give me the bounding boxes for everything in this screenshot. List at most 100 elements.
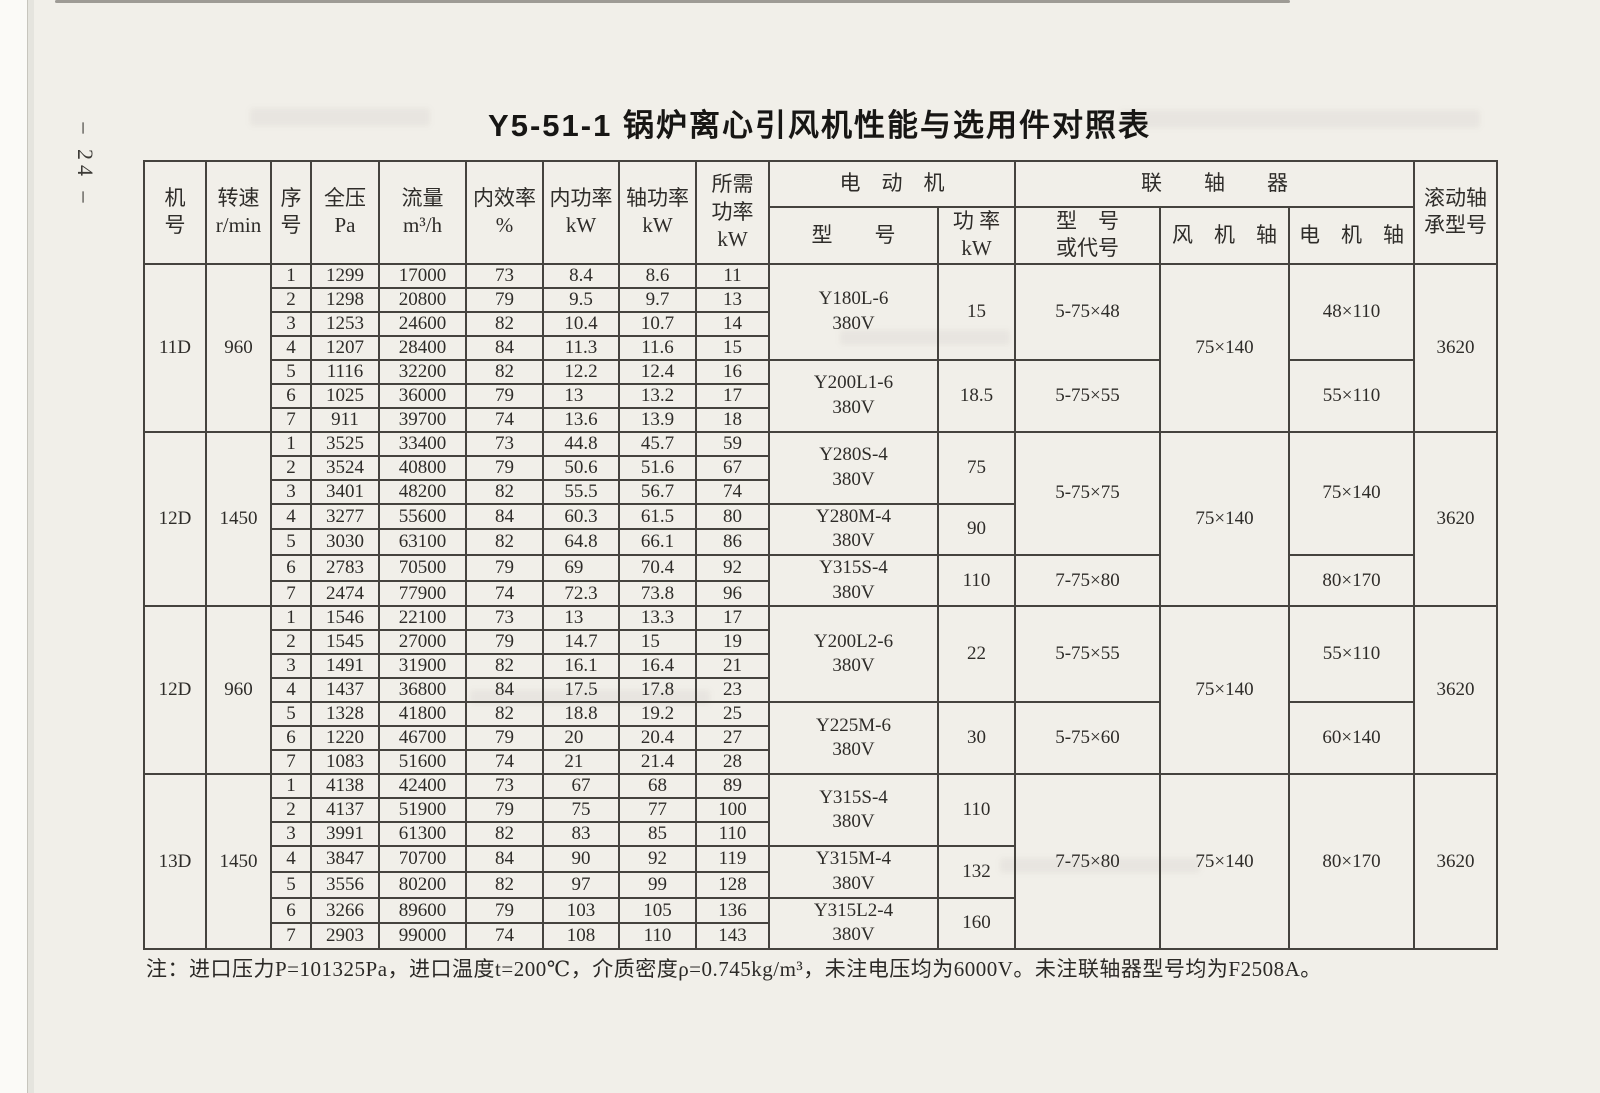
fan-shaft-cell: 75×140 (1159, 262, 1290, 433)
efficiency-cell: 73 (465, 262, 544, 289)
table-row: 6 3266 89600 79 103 105 136 Y315L2-4 380V 160 (144, 896, 1497, 951)
internal-power-cell: 108 (542, 922, 620, 951)
required-power-cell: 23 (695, 677, 770, 704)
required-power-cell: 80 (695, 502, 770, 531)
seq-cell: 2 (270, 286, 312, 313)
pressure-cell: 1207 (310, 334, 380, 361)
header-required-power: 所需 功率 kW (695, 160, 770, 265)
table-row: 7 911 39700 74 13.6 13.9 18 (144, 406, 1497, 433)
motor-power-cell: 90 (937, 502, 1016, 556)
scan-left-margin (0, 0, 28, 1093)
motor-model-cell: Y200L1-6 380V (768, 358, 939, 433)
shaft-power-cell: 13.2 (618, 382, 697, 409)
seq-cell: 5 (270, 701, 312, 728)
header-seq: 序 号 (270, 160, 312, 265)
required-power-cell: 143 (695, 922, 770, 951)
pressure-cell: 1025 (310, 382, 380, 409)
required-power-cell: 59 (695, 430, 770, 457)
seq-cell: 5 (270, 358, 312, 385)
speed-cell: 1450 (205, 430, 272, 608)
fan-shaft-cell: 75×140 (1159, 605, 1290, 776)
pressure-cell: 1328 (310, 701, 380, 728)
pressure-cell: 3524 (310, 454, 380, 481)
motor-power-cell: 160 (937, 896, 1016, 951)
required-power-cell: 128 (695, 871, 770, 899)
required-power-cell: 110 (695, 821, 770, 848)
seq-cell: 7 (270, 922, 312, 951)
table-row: 3 3401 48200 82 55.5 56.7 74 (144, 478, 1497, 505)
seq-cell: 3 (270, 478, 312, 505)
efficiency-cell: 82 (465, 653, 544, 680)
seq-cell: 7 (270, 579, 312, 608)
flow-cell: 99000 (378, 922, 467, 951)
required-power-cell: 67 (695, 454, 770, 481)
internal-power-cell: 10.4 (542, 310, 620, 337)
shaft-power-cell: 9.7 (618, 286, 697, 313)
bearing-cell: 3620 (1413, 262, 1498, 433)
internal-power-cell: 44.8 (542, 430, 620, 457)
internal-power-cell: 72.3 (542, 579, 620, 608)
required-power-cell: 119 (695, 845, 770, 874)
seq-cell: 4 (270, 502, 312, 531)
shaft-power-cell: 12.4 (618, 358, 697, 385)
pressure-cell: 3401 (310, 478, 380, 505)
motor-shaft-cell: 55×110 (1288, 605, 1415, 704)
efficiency-cell: 82 (465, 821, 544, 848)
flow-cell: 36800 (378, 677, 467, 704)
page-title: Y5-51-1 锅炉离心引风机性能与选用件对照表 (488, 108, 1151, 143)
header-internal-power: 内功率 kW (542, 160, 620, 265)
internal-power-cell: 97 (542, 871, 620, 899)
efficiency-cell: 84 (465, 502, 544, 531)
shaft-power-cell: 61.5 (618, 502, 697, 531)
internal-power-cell: 13.0 (542, 382, 620, 409)
required-power-cell: 17 (695, 605, 770, 632)
shaft-power-cell: 8.6 (618, 262, 697, 289)
seq-cell: 3 (270, 310, 312, 337)
pressure-cell: 3847 (310, 845, 380, 874)
required-power-cell: 18 (695, 406, 770, 433)
table-row: 7 2903 99000 74 108 110 143 (144, 922, 1497, 951)
motor-power-cell: 110 (937, 773, 1016, 848)
efficiency-cell: 79 (465, 286, 544, 313)
shaft-power-cell: 13.3 (618, 605, 697, 632)
shaft-power-cell: 15.0 (618, 629, 697, 656)
shaft-power-cell: 11.6 (618, 334, 697, 361)
seq-cell: 1 (270, 262, 312, 289)
pressure-cell: 1298 (310, 286, 380, 313)
shaft-power-cell: 10.7 (618, 310, 697, 337)
table-row: 13D 1450 1 4138 42400 73 67 68 89 Y315S-4 380V 110… (143, 773, 1498, 951)
seq-cell: 3 (270, 821, 312, 848)
motor-model-cell: Y280S-4 380V (768, 430, 939, 505)
seq-cell: 3 (270, 653, 312, 680)
bearing-cell: 3620 (1413, 605, 1498, 776)
pressure-cell: 1220 (310, 725, 380, 752)
table-body: 11D 960 1 1299 17000 73 8.4 8.6 11 Y180L-6 380V 15… (143, 262, 1498, 951)
pressure-cell: 3266 (310, 896, 380, 925)
motor-model-cell: Y315S-4 380V (768, 553, 939, 608)
pressure-cell: 1437 (310, 677, 380, 704)
internal-power-cell: 8.4 (542, 262, 620, 289)
speed-cell: 1450 (205, 773, 272, 951)
shaft-power-cell: 19.2 (618, 701, 697, 728)
efficiency-cell: 82 (465, 871, 544, 899)
internal-power-cell: 55.5 (542, 478, 620, 505)
pressure-cell: 1491 (310, 653, 380, 680)
motor-shaft-cell: 75×140 (1288, 430, 1415, 556)
seq-cell: 2 (270, 797, 312, 824)
required-power-cell: 14 (695, 310, 770, 337)
pressure-cell: 2783 (310, 553, 380, 582)
efficiency-cell: 84 (465, 334, 544, 361)
shaft-power-cell: 85 (618, 821, 697, 848)
motor-power-cell: 132 (937, 845, 1016, 899)
flow-cell: 17000 (378, 262, 467, 289)
internal-power-cell: 64.8 (542, 528, 620, 556)
motor-model-cell: Y315L2-4 380V (768, 896, 939, 951)
efficiency-cell: 73 (465, 773, 544, 800)
seq-cell: 1 (270, 605, 312, 632)
table-row: 11D 960 1 1299 17000 73 8.4 8.6 11 Y180L-6 380V 15… (143, 262, 1498, 433)
flow-cell: 42400 (378, 773, 467, 800)
internal-power-cell: 9.5 (542, 286, 620, 313)
